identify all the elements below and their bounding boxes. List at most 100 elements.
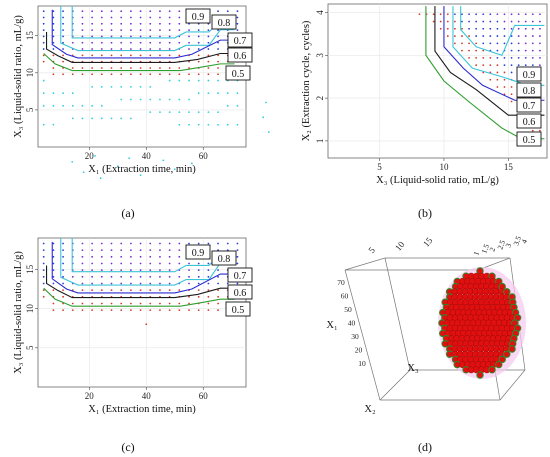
design-point [168, 302, 171, 305]
design-point [81, 255, 84, 258]
design-point [81, 29, 84, 32]
design-point [159, 98, 161, 101]
design-point [489, 42, 492, 45]
design-point [461, 20, 463, 23]
design-point [128, 157, 131, 160]
x-tick-label: 20 [85, 391, 95, 401]
design-point [149, 48, 152, 50]
design-point [503, 42, 506, 45]
design-point [110, 117, 113, 120]
contour-label-box [227, 47, 253, 63]
design-point [149, 111, 152, 114]
design-point [139, 309, 142, 312]
design-point [62, 282, 64, 285]
design-point [197, 123, 200, 126]
x2-tick-label: 1.5 [479, 243, 491, 255]
design-point [178, 309, 181, 312]
design-point [139, 35, 142, 38]
y-tick-label: 2 [315, 96, 325, 101]
design-point [217, 10, 219, 13]
design-point [197, 275, 200, 278]
x1-tick-label: 10 [358, 359, 366, 368]
design-point [149, 249, 152, 252]
design-point [120, 54, 123, 57]
design-point [188, 79, 190, 82]
design-point [42, 255, 45, 258]
design-point [217, 302, 219, 305]
design-point [510, 27, 513, 30]
design-point [217, 48, 219, 50]
design-point [453, 27, 456, 30]
design-point [129, 85, 132, 88]
design-point [62, 104, 64, 107]
design-point [42, 60, 45, 63]
design-point [71, 117, 74, 120]
design-point [159, 269, 161, 272]
design-point [100, 275, 103, 278]
design-point [110, 289, 113, 292]
design-point [120, 73, 123, 76]
design-point [217, 73, 219, 76]
design-point [262, 116, 265, 119]
design-point [197, 73, 200, 76]
design-point [531, 42, 534, 45]
design-point [489, 57, 492, 59]
design-point [217, 123, 219, 126]
design-point [149, 35, 152, 38]
design-point [139, 16, 142, 19]
design-point [100, 282, 103, 285]
design-point [139, 10, 142, 13]
contour-line-0.8 [60, 6, 235, 52]
design-point [110, 48, 113, 50]
design-point [178, 29, 181, 32]
design-point [110, 29, 113, 32]
design-point [168, 35, 171, 38]
design-point [482, 57, 485, 59]
design-point [482, 64, 485, 67]
box-edge [344, 269, 381, 401]
design-point [129, 309, 132, 312]
design-point [42, 123, 45, 126]
design-point [100, 41, 103, 44]
design-point [496, 20, 499, 23]
design-point [178, 10, 181, 13]
design-point [91, 255, 94, 258]
design-point [129, 255, 132, 258]
design-point [91, 262, 94, 265]
contour-label-box [225, 65, 251, 81]
design-point [110, 85, 113, 88]
design-point [81, 282, 84, 285]
design-point [139, 269, 142, 272]
design-point [71, 104, 74, 107]
design-point [129, 73, 132, 76]
design-point [453, 42, 456, 45]
design-point [139, 282, 142, 285]
design-point [62, 54, 64, 57]
design-point [197, 92, 200, 95]
design-point [159, 10, 161, 13]
design-point [91, 249, 94, 252]
design-point [129, 54, 132, 57]
design-point [197, 295, 200, 298]
x2-tick-label: 3.5 [511, 235, 523, 247]
design-point [503, 20, 506, 23]
design-point [439, 27, 442, 30]
x-tick-label: 15 [504, 162, 514, 172]
design-point [149, 29, 152, 32]
design-point [461, 27, 463, 30]
design-point [168, 98, 171, 101]
design-point [159, 73, 161, 76]
design-point [217, 269, 219, 272]
design-point [207, 309, 210, 312]
design-point [489, 20, 492, 23]
design-point [100, 48, 103, 50]
design-point [52, 16, 55, 19]
design-point [91, 67, 94, 69]
design-point [120, 85, 123, 88]
design-point [62, 35, 64, 38]
design-point [489, 78, 492, 81]
design-point [188, 123, 190, 126]
design-point [207, 269, 210, 272]
design-point [42, 10, 45, 13]
design-point [91, 54, 94, 57]
